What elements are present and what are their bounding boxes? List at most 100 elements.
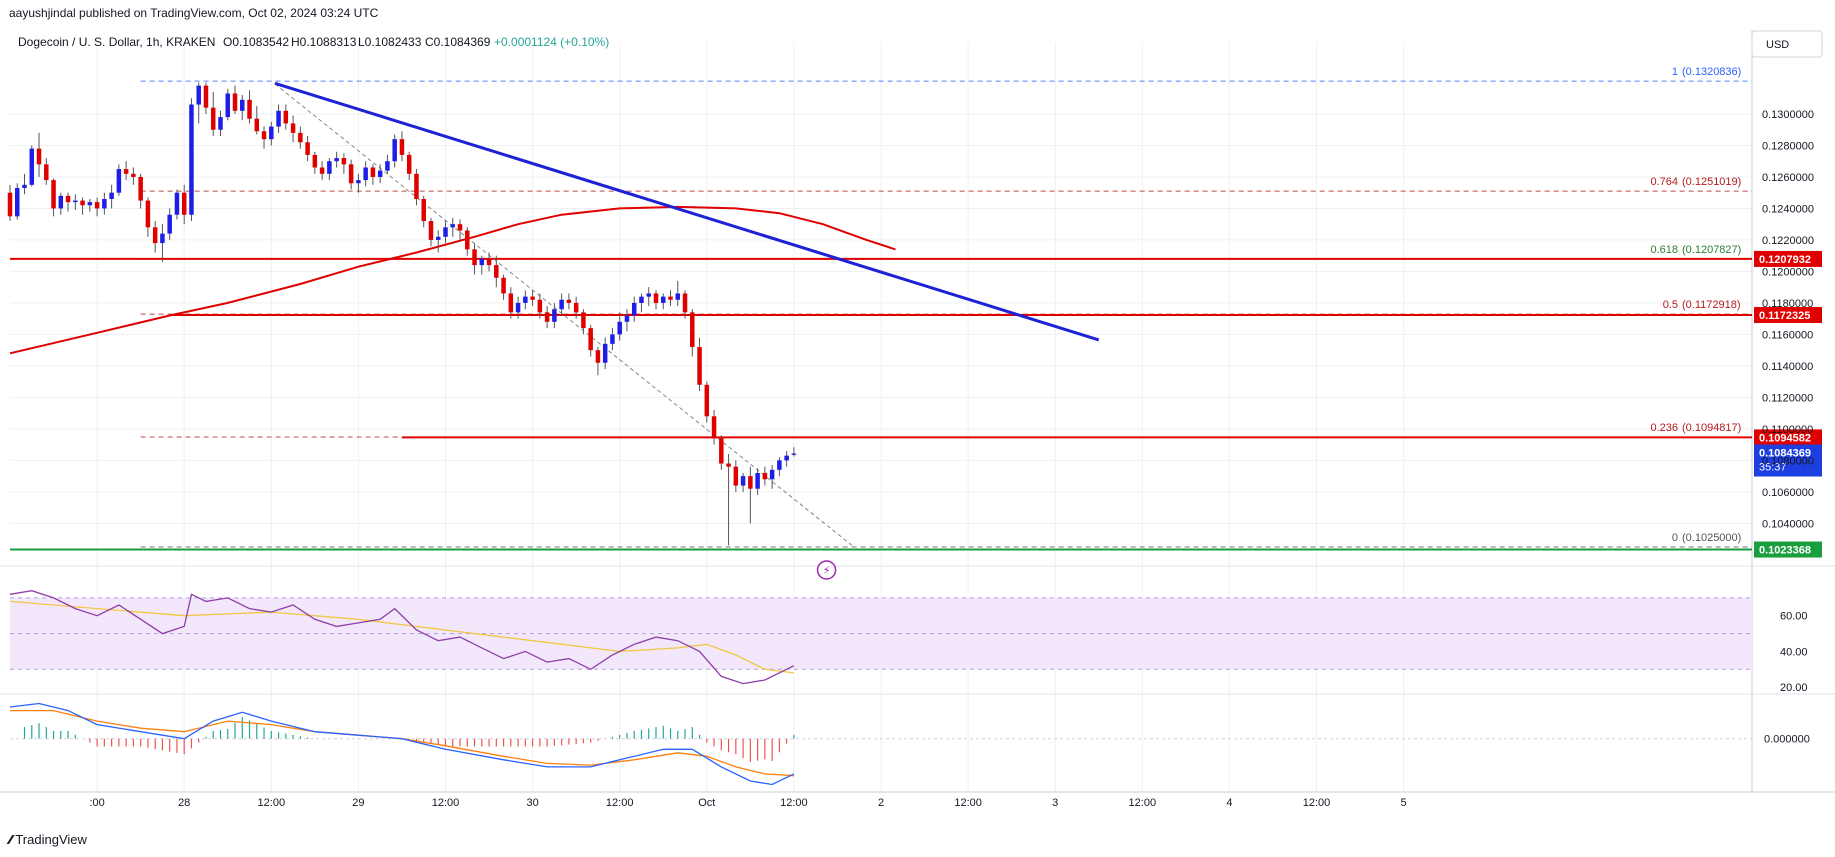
candle-up <box>610 334 615 344</box>
last-price-text: 0.1084369 <box>1759 447 1811 459</box>
candle-up <box>334 158 339 162</box>
candle-up <box>385 161 390 171</box>
candle-down <box>530 296 535 300</box>
ohlc-close: C0.1084369 <box>425 35 491 49</box>
fib-value-label: (0.1025000) <box>1682 532 1741 544</box>
fib-ratio-label: 0.5 <box>1663 299 1678 311</box>
tv-logo-icon: ⁄⁄ <box>9 832 13 847</box>
fib-value-label: (0.1251019) <box>1682 176 1741 188</box>
candle-down <box>486 258 492 266</box>
price-tick-label: 0.1140000 <box>1762 361 1813 373</box>
price-tick-label: 0.1200000 <box>1762 266 1814 278</box>
time-tick-label: 12:00 <box>954 797 982 809</box>
candle-down <box>653 293 659 303</box>
candle-up <box>755 472 760 489</box>
event-marker-icon <box>816 560 837 580</box>
candle-up <box>29 148 35 185</box>
candle-down <box>232 93 238 111</box>
price-tick-label: 0.1100000 <box>1762 424 1813 436</box>
rsi-tick-label: 20.00 <box>1780 682 1808 694</box>
candle-up <box>479 258 485 266</box>
candle-up <box>102 198 107 209</box>
fib-ratio-label: 1 <box>1672 66 1678 78</box>
price-tick-label: 0.1060000 <box>1762 487 1814 499</box>
macd-line <box>9 702 795 786</box>
last-price-box <box>1754 444 1822 477</box>
candle-up <box>740 476 746 486</box>
candle-up <box>174 192 180 215</box>
candle-up <box>269 126 274 140</box>
candle-down <box>203 85 209 108</box>
fib-ratio-label: 0.236 <box>1650 422 1678 434</box>
candle-down <box>261 131 267 140</box>
candle-down <box>588 328 593 351</box>
candle-down <box>501 277 506 294</box>
candle-down <box>726 463 731 467</box>
price-tick-label: 0.1300000 <box>1762 109 1814 121</box>
candle-down <box>682 293 688 313</box>
price-label-box <box>1754 541 1822 558</box>
candle-down <box>581 312 586 329</box>
time-tick-label: 12:00 <box>432 797 460 809</box>
time-tick-label: 12:00 <box>1303 797 1331 809</box>
candle-down <box>319 167 325 174</box>
rsi-line <box>9 590 795 685</box>
price-label-text: 0.1207932 <box>1759 254 1811 266</box>
candle-down <box>428 221 434 240</box>
candle-up <box>791 453 797 455</box>
candle-down <box>544 312 550 322</box>
time-tick-label: 3 <box>1052 797 1058 809</box>
candle-down <box>44 164 49 181</box>
candle-up <box>624 315 630 322</box>
candle-down <box>595 350 601 363</box>
currency-box[interactable] <box>1751 30 1823 58</box>
currency-label: USD <box>1766 39 1789 51</box>
time-tick-label: 12:00 <box>258 797 286 809</box>
time-tick-label: 30 <box>526 797 538 809</box>
candle-down <box>508 293 514 313</box>
candle-down <box>566 299 572 303</box>
price-tick-label: 0.1220000 <box>1762 235 1814 247</box>
candle-down <box>298 132 303 143</box>
tradingview-logo[interactable]: ⁄⁄ TradingView <box>9 832 87 847</box>
candle-down <box>312 154 318 168</box>
candle-up <box>769 469 775 480</box>
rsi-ma-line <box>9 600 794 674</box>
candle-down <box>152 227 158 244</box>
rsi-tick-label: 40.00 <box>1780 646 1808 658</box>
fib-ratio-label: 0.618 <box>1650 244 1678 256</box>
rsi-tick-label: 60.00 <box>1780 611 1808 623</box>
price-label-text: 0.1094582 <box>1759 432 1811 444</box>
candle-down <box>697 347 702 385</box>
candle-up <box>646 293 651 297</box>
candle-up <box>784 455 789 461</box>
candle-down <box>145 200 151 228</box>
candle-down <box>138 176 143 201</box>
candle-down <box>399 139 405 155</box>
candle-down <box>131 173 136 177</box>
candle-up <box>15 187 20 217</box>
price-label-box <box>1754 429 1822 446</box>
candle-up <box>109 192 114 199</box>
candle-up <box>240 99 245 111</box>
fib-value-label: (0.1172918) <box>1682 299 1741 311</box>
price-tick-label: 0.1280000 <box>1762 140 1814 152</box>
candle-up <box>631 302 637 316</box>
candle-up <box>87 202 93 206</box>
candle-down <box>36 148 42 165</box>
candle-down <box>748 476 753 489</box>
time-tick-label: 12:00 <box>606 797 634 809</box>
time-tick-label: 29 <box>352 797 364 809</box>
candle-down <box>494 265 499 278</box>
candle-up <box>602 343 608 363</box>
candle-down <box>290 123 296 133</box>
candle-up <box>363 167 368 181</box>
candle-down <box>210 107 216 130</box>
candle-down <box>668 296 673 300</box>
price-label-text: 0.1023368 <box>1759 545 1811 557</box>
candle-up <box>276 110 281 127</box>
time-tick-label: Oct <box>698 797 715 809</box>
candle-down <box>762 472 768 480</box>
time-tick-label: 28 <box>178 797 190 809</box>
